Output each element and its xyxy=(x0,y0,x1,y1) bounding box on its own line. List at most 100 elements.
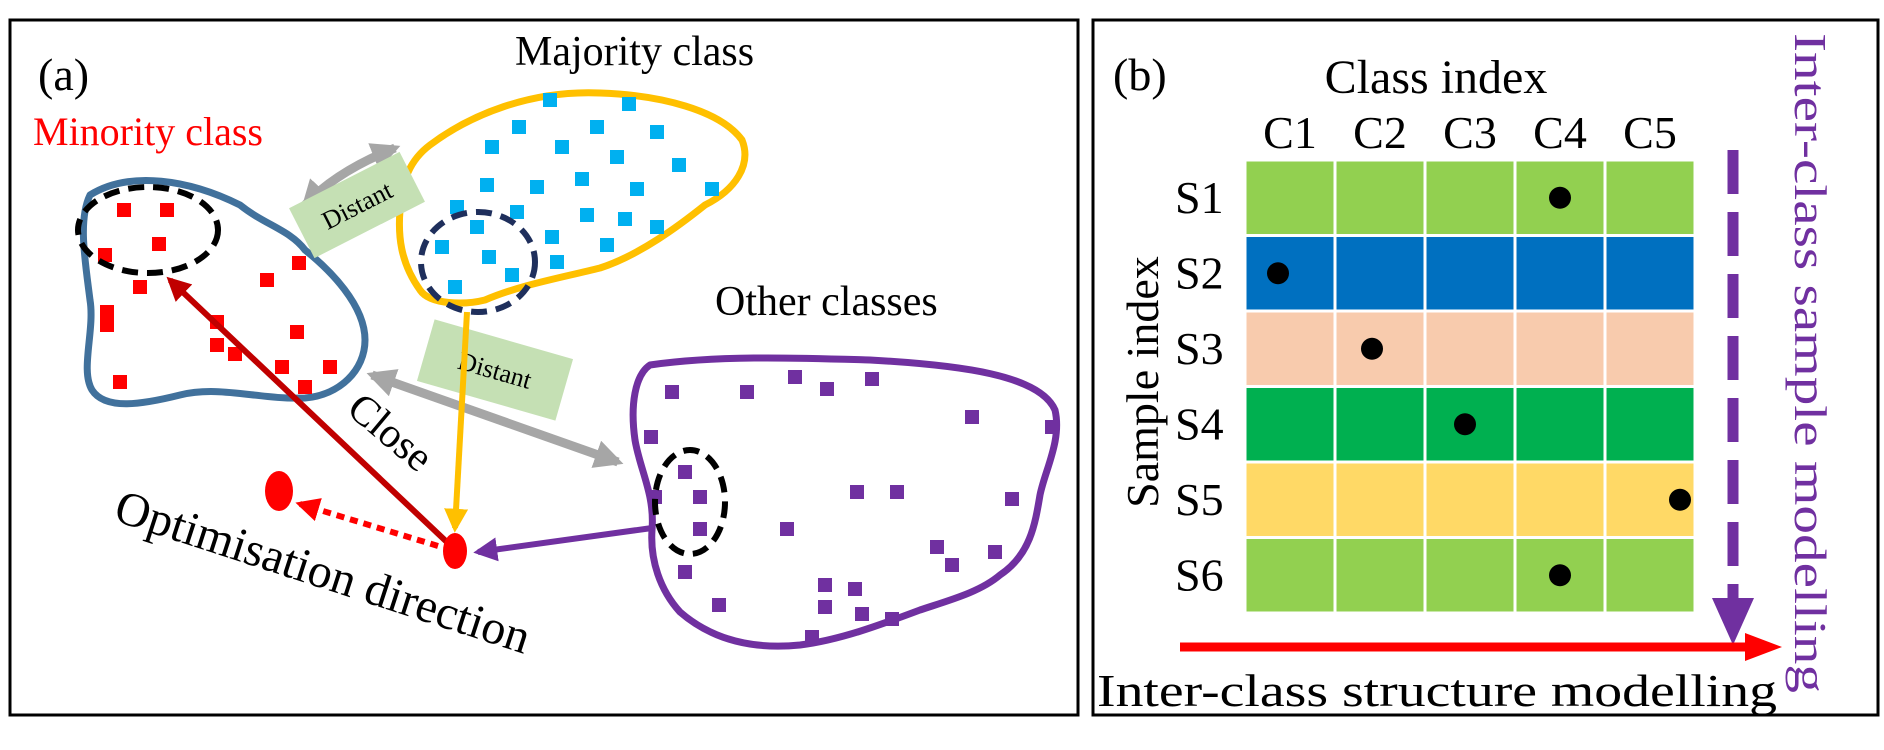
majority-point xyxy=(650,220,664,234)
sample-dot-s5 xyxy=(1669,488,1691,511)
majority-point xyxy=(555,140,569,154)
majority-point xyxy=(512,120,526,134)
other-point xyxy=(988,545,1002,559)
majority-point xyxy=(672,158,686,172)
other-point xyxy=(788,370,802,384)
grid-cell-s1-c5 xyxy=(1603,158,1697,237)
majority-point xyxy=(590,120,604,134)
optimisation-direction-label: Optimisation direction xyxy=(109,480,537,664)
other-point xyxy=(818,600,832,614)
column-label-c4: C4 xyxy=(1533,107,1587,158)
grid-cell-s2-c1 xyxy=(1243,234,1337,313)
column-label-c1: C1 xyxy=(1263,107,1317,158)
grid-cell-s4-c4 xyxy=(1513,385,1607,464)
grid-cell-s4-c2 xyxy=(1333,385,1427,464)
other-point xyxy=(818,578,832,592)
other-point xyxy=(693,490,707,504)
other-point xyxy=(665,385,679,399)
row-labels: S1 S2 S3 S4 S5 S6 xyxy=(1175,172,1224,601)
minority-point xyxy=(100,305,114,319)
panel-b-frame xyxy=(1091,18,1880,717)
majority-selection-circle xyxy=(418,209,538,315)
other-point xyxy=(965,410,979,424)
close-label: Close xyxy=(339,384,442,481)
majority-class-label: Majority class xyxy=(515,29,754,75)
grid-cell-s5-c4 xyxy=(1513,460,1607,539)
minority-point xyxy=(292,256,306,270)
grid-cell-s5-c1 xyxy=(1243,460,1337,539)
current-sample-point xyxy=(443,533,467,569)
sample-dot-s2 xyxy=(1267,262,1289,285)
panel-a-frame xyxy=(8,18,1080,717)
distant-box-2: Distant xyxy=(416,319,574,421)
majority-point xyxy=(610,150,624,164)
grid-cell-s6-c1 xyxy=(1243,536,1337,615)
vertical-arrow-head xyxy=(1712,598,1754,645)
minority-class-label: Minority class xyxy=(33,109,263,154)
minority-point xyxy=(100,318,114,332)
sample-index-title: Sample index xyxy=(1117,256,1168,508)
majority-point xyxy=(530,180,544,194)
majority-point xyxy=(448,280,462,294)
grid-cell-s4-c5 xyxy=(1603,385,1697,464)
grid-cell-s2-c2 xyxy=(1333,234,1427,313)
other-point xyxy=(648,490,662,504)
row-label-s3: S3 xyxy=(1175,323,1224,374)
majority-point xyxy=(622,97,636,111)
row-label-s6: S6 xyxy=(1175,549,1224,600)
majority-point xyxy=(510,205,524,219)
optimisation-arrow xyxy=(295,498,439,549)
majority-point xyxy=(482,250,496,264)
other-point xyxy=(805,630,819,644)
other-point xyxy=(885,612,899,626)
majority-point xyxy=(470,220,484,234)
grid-cell-s3-c3 xyxy=(1423,309,1517,388)
other-selection-circle xyxy=(652,447,728,557)
grid-cell-s2-c4 xyxy=(1513,234,1607,313)
column-label-c2: C2 xyxy=(1353,107,1407,158)
other-point xyxy=(693,522,707,536)
grid-cell-s4-c1 xyxy=(1243,385,1337,464)
majority-points xyxy=(435,93,719,294)
row-label-s4: S4 xyxy=(1175,398,1224,449)
majority-point xyxy=(550,255,564,269)
panel-b: (b) Class index C1 C2 C3 C4 C5 S1S2S3S4S5S6 … xyxy=(1091,18,1880,717)
majority-point xyxy=(480,178,494,192)
other-point xyxy=(865,372,879,386)
distant-arrow-straight xyxy=(366,369,624,468)
grid-cell-s3-c5 xyxy=(1603,309,1697,388)
majority-point xyxy=(545,230,559,244)
minority-point xyxy=(275,360,289,374)
row-label-s2: S2 xyxy=(1175,247,1224,298)
other-point xyxy=(740,385,754,399)
other-points xyxy=(644,370,1059,644)
minority-point xyxy=(98,248,112,262)
row-label-s5: S5 xyxy=(1175,474,1224,525)
other-point xyxy=(644,430,658,444)
minority-point xyxy=(290,325,304,339)
inter-class-structure-label: Inter-class structure modelling xyxy=(1097,665,1777,716)
majority-point xyxy=(575,172,589,186)
other-point xyxy=(945,558,959,572)
other-classes-label: Other classes xyxy=(715,279,938,325)
majority-to-sample-arrow xyxy=(444,311,470,533)
other-point xyxy=(678,565,692,579)
grid-cell-s6-c2 xyxy=(1333,536,1427,615)
sample-grid xyxy=(1243,158,1697,615)
majority-point xyxy=(450,200,464,214)
distant-box-1-bg xyxy=(289,151,425,259)
other-point xyxy=(712,598,726,612)
majority-point xyxy=(505,268,519,282)
grid-cell-s2-c3 xyxy=(1423,234,1517,313)
column-label-c5: C5 xyxy=(1623,107,1677,158)
minority-point xyxy=(228,347,242,361)
minority-point xyxy=(323,360,337,374)
sample-dot-s1 xyxy=(1549,186,1571,209)
grid-cell-s5-c2 xyxy=(1333,460,1427,539)
other-point xyxy=(1005,492,1019,506)
other-to-sample-arrow xyxy=(473,525,653,562)
grid-cell-s6-c3 xyxy=(1423,536,1517,615)
other-classes-blob xyxy=(629,354,1061,650)
panel-b-label: (b) xyxy=(1113,49,1167,100)
